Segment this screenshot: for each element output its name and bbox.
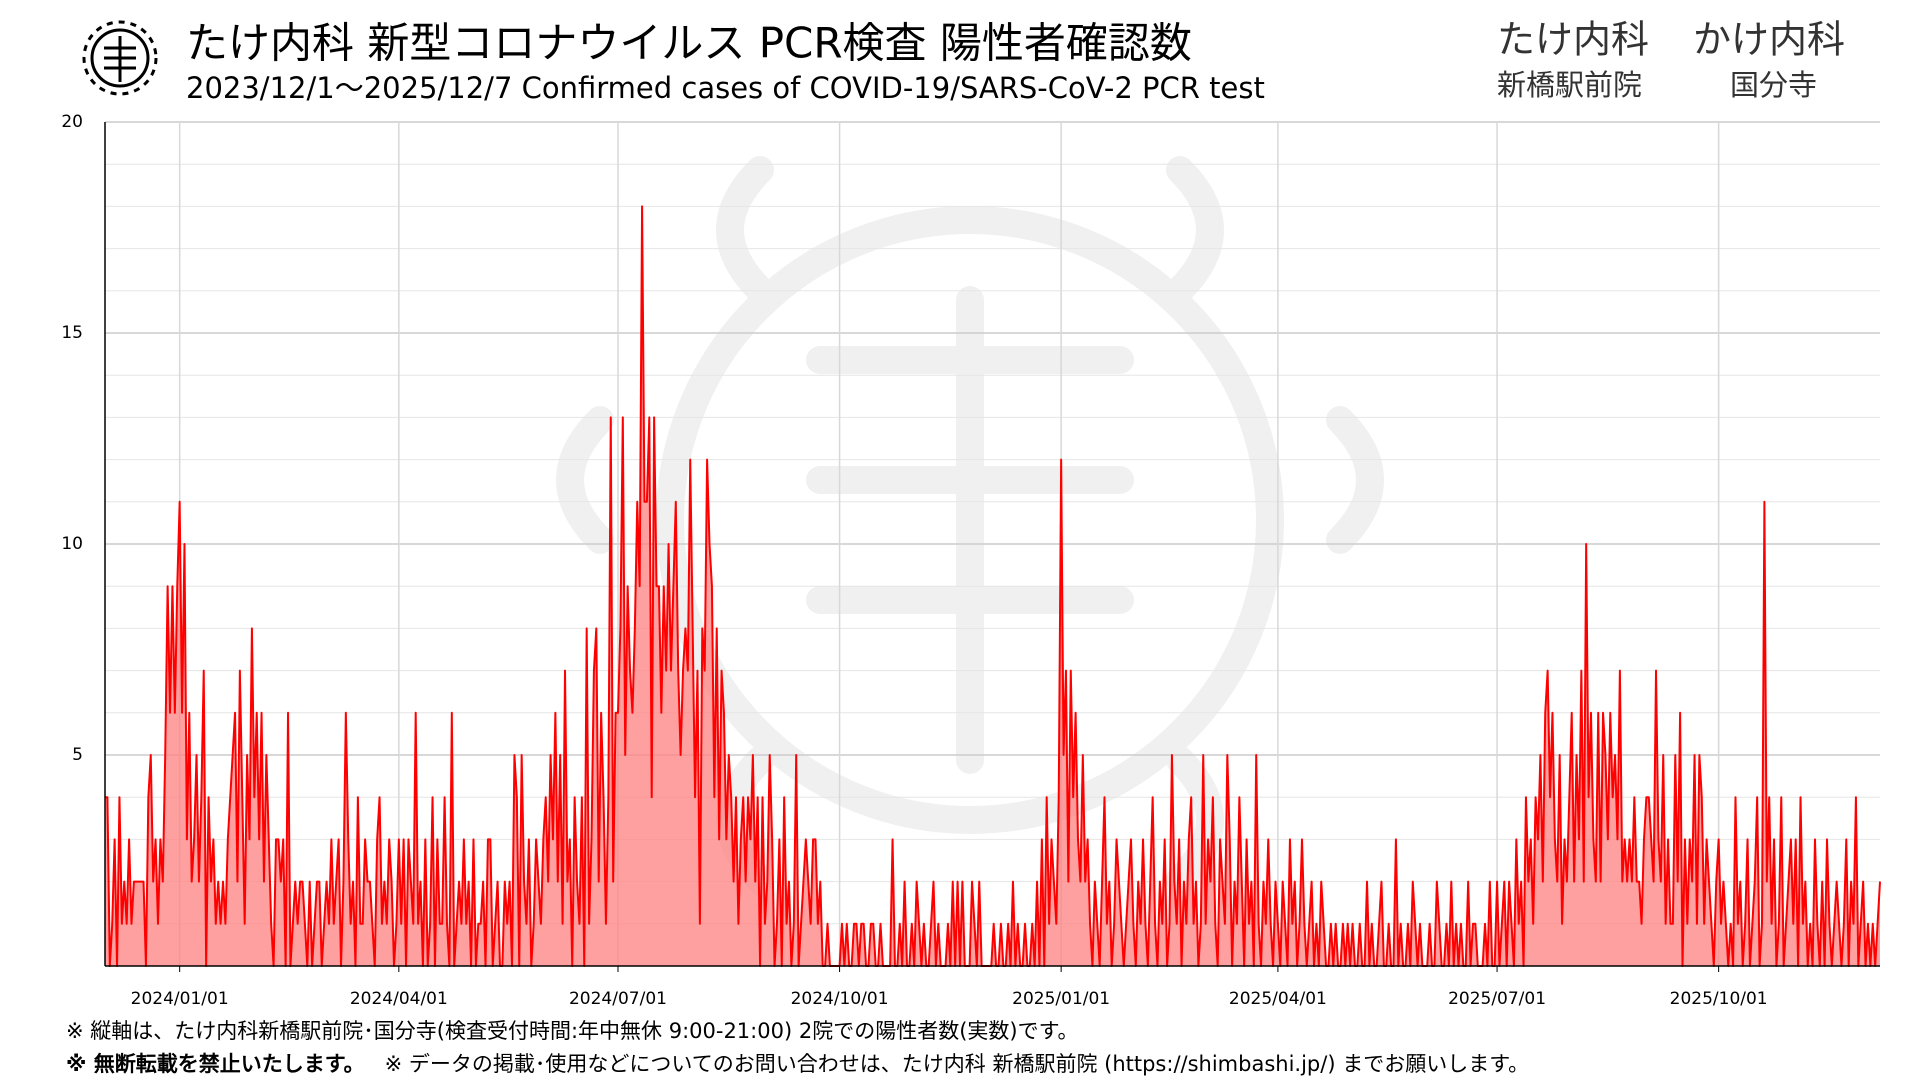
footnote-bold: ※ 無断転載を禁止いたします。 [66, 1052, 365, 1076]
y-tick-label: 15 [61, 323, 83, 343]
footnote: ※ 縦軸は、たけ内科新橋駅前院･国分寺(検査受付時間:年中無休 9:00-21:… [66, 1019, 1078, 1043]
x-tick-label: 2024/10/01 [791, 989, 889, 1009]
plot: 5 10 15 20 2024/01/01 2024/04/01 2024/07/01 202… [61, 112, 1881, 1009]
footnote-text: ※ データの掲載･使用などについてのお問い合わせは、たけ内科 新橋駅前院 (ht… [385, 1052, 1529, 1076]
title: たけ内科 新型コロナウイルス PCR検査 陽性者確認数 [186, 19, 1192, 68]
subtitle: 2023/12/1〜2025/12/7 Confirmed cases of C… [186, 71, 1265, 105]
x-tick-label: 2025/01/01 [1012, 989, 1110, 1009]
x-tick-label: 2024/07/01 [569, 989, 667, 1009]
y-tick-label: 20 [61, 112, 83, 132]
logo [82, 20, 158, 96]
y-tick-label: 10 [61, 534, 83, 554]
clinic-branch: 新橋駅前院 [1497, 68, 1642, 102]
area [105, 206, 1880, 966]
x-tick-label: 2024/04/01 [350, 989, 448, 1009]
footnote: ※ 無断転載を禁止いたします。 ※ データの掲載･使用などについてのお問い合わせは… [66, 1052, 1529, 1076]
x-tick-label: 2024/01/01 [131, 989, 229, 1009]
clinic-name: かけ内科 [1693, 18, 1845, 62]
line [105, 205, 1881, 967]
clinic-name: たけ内科 [1497, 18, 1649, 62]
clinic-branch: 国分寺 [1730, 68, 1817, 102]
watermark [556, 156, 1384, 894]
x-tick-label: 2025/10/01 [1670, 989, 1768, 1009]
x-tick-label: 2025/07/01 [1448, 989, 1546, 1009]
y-tick-label: 5 [72, 745, 83, 765]
x-tick-label: 2025/04/01 [1229, 989, 1327, 1009]
